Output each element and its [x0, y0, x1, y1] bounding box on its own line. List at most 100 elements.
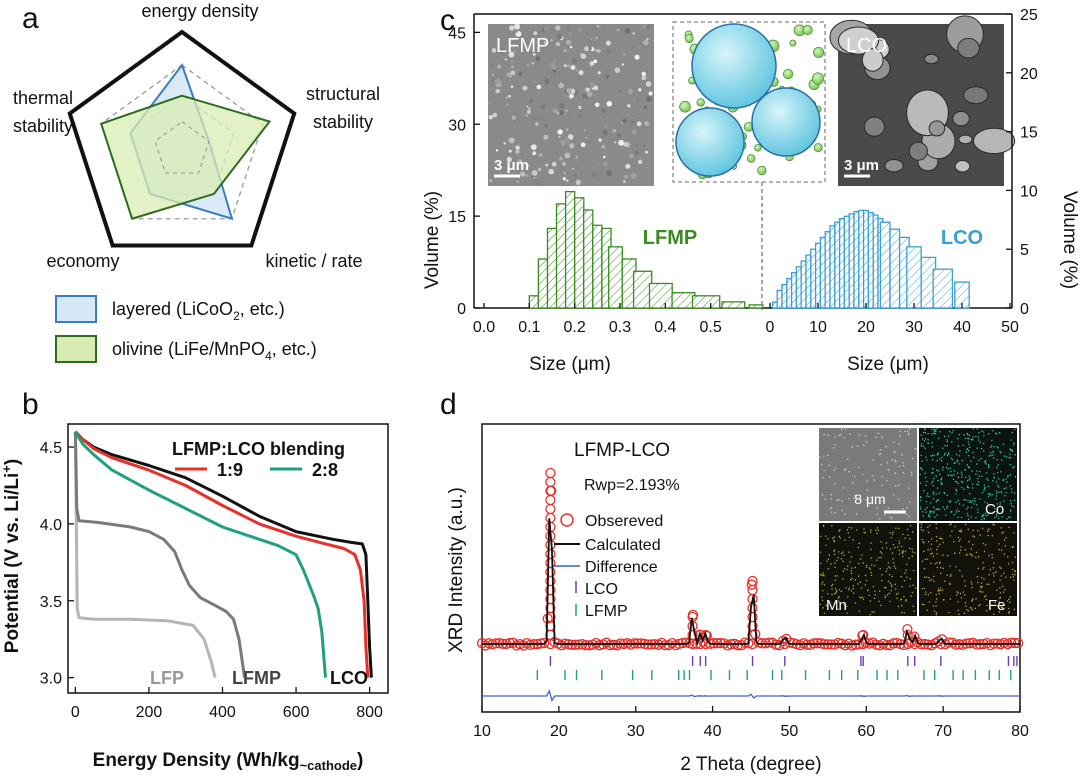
eds-fe-dot: [970, 581, 972, 583]
eds-mn-dot: [898, 553, 901, 555]
eds-mn-dot: [819, 603, 821, 606]
eds-co-dot: [1007, 475, 1009, 477]
eds-fe-dot: [986, 583, 988, 585]
eds-co-dot: [968, 466, 971, 468]
sem-lfmp-grain: [595, 36, 598, 40]
eds-co-dot: [928, 515, 930, 517]
eds-mn-dot: [876, 527, 879, 529]
eds-co-dot: [978, 439, 980, 441]
eds-mn-dot: [851, 578, 853, 580]
eds-co-dot: [984, 462, 986, 464]
eds-co-dot: [934, 429, 936, 431]
eds-mn-dot: [823, 525, 825, 527]
eds-co-dot: [964, 469, 966, 471]
sem-lfmp-grain: [530, 144, 537, 151]
eds-co-dot: [942, 469, 944, 471]
hist-right-ytick-label: 5: [1020, 242, 1029, 259]
eds-fe-dot: [1011, 546, 1013, 548]
curve-ticks: 0 200 400 600 800 3.0 3.5 4.0 4.5: [40, 440, 383, 721]
eds-mn-dot: [822, 590, 824, 592]
blend-legend-label-28: 2:8: [312, 460, 338, 480]
eds-co-dot: [920, 508, 922, 510]
eds-sem-grain: [833, 469, 835, 471]
sem-lfmp-grain: [488, 115, 493, 120]
eds-mn-dot: [825, 544, 827, 546]
eds-sem-grain: [852, 482, 854, 484]
eds-fe-dot: [922, 529, 924, 532]
eds-co-dot: [974, 500, 976, 502]
eds-mn-dot: [842, 551, 844, 553]
eds-fe-dot: [921, 560, 923, 562]
sem-lfmp-grain: [561, 161, 564, 164]
eds-co-dot: [977, 436, 979, 438]
eds-sem-grain: [908, 432, 910, 434]
eds-co-dot: [966, 448, 969, 450]
eds-fe-dot: [983, 596, 986, 598]
sem-lfmp-grain: [633, 114, 637, 118]
eds-fe-dot: [1000, 567, 1002, 569]
sem-lco-particle: [928, 120, 946, 137]
eds-sem-grain: [880, 464, 882, 466]
sem-lfmp-grain: [535, 122, 539, 126]
eds-sem-texture: [819, 428, 917, 520]
eds-co-dot: [1006, 518, 1008, 520]
eds-co-dot: [988, 433, 990, 435]
sem-lco-particle: [954, 160, 971, 173]
hist-lco-bar: [838, 217, 846, 309]
eds-fe-dot: [937, 545, 939, 548]
eds-co-dot: [952, 478, 955, 480]
eds-sem-grain: [884, 514, 886, 516]
eds-co-dot: [950, 470, 952, 473]
eds-sem-grain: [886, 480, 888, 482]
eds-co-dot: [935, 475, 937, 477]
eds-co-dot: [977, 511, 979, 514]
eds-mn-dot: [857, 546, 859, 549]
eds-mn-dot: [857, 583, 859, 585]
eds-co-dot: [1010, 449, 1012, 451]
small-sphere: [813, 143, 823, 153]
sem-lfmp-grain: [495, 149, 499, 152]
eds-co-dot: [924, 428, 926, 431]
sem-lfmp-grain: [630, 119, 636, 125]
eds-co-dot: [997, 471, 999, 474]
eds-co-dot: [937, 499, 939, 501]
eds-co-dot: [919, 482, 921, 484]
eds-fe-dot: [957, 592, 959, 594]
eds-co-dot: [963, 434, 965, 436]
eds-fe-dot: [930, 543, 933, 545]
eds-mn-dot: [847, 596, 849, 598]
sem-lfmp-grain: [606, 170, 612, 176]
sem-lfmp-grain: [492, 74, 494, 76]
eds-co-dot: [961, 473, 963, 476]
eds-mn-dot: [910, 525, 912, 527]
eds-co-dot: [933, 510, 935, 513]
sem-lco-particle: [963, 86, 989, 105]
eds-sem-grain: [875, 436, 877, 438]
eds-mn-dot: [859, 558, 862, 560]
eds-co-dot: [938, 437, 940, 440]
eds-sem-grain: [894, 459, 896, 461]
hist-left-ytick-label: 15: [448, 209, 466, 226]
eds-sem-grain: [832, 447, 835, 449]
eds-fe-dot: [989, 568, 991, 571]
eds-fe-dot: [920, 526, 922, 528]
eds-mn-dot: [889, 582, 891, 584]
xrd-xtick-label: 40: [704, 723, 722, 740]
sem-lfmp-grain: [570, 65, 576, 70]
eds-co-dot: [991, 445, 993, 447]
eds-co-dot: [966, 513, 969, 515]
eds-co-dot: [1009, 464, 1011, 466]
eds-sem-grain: [872, 459, 874, 461]
eds-co-dot: [932, 472, 934, 474]
eds-co-dot: [951, 432, 953, 434]
sem-lfmp-grain: [510, 70, 516, 76]
hist-lco-bar: [867, 212, 874, 309]
hist-lco-bar: [853, 210, 860, 309]
eds-mn-dot: [848, 551, 850, 553]
curve-ytick-label: 4.5: [40, 440, 62, 457]
eds-fe-dot: [940, 589, 942, 592]
eds-co-dot: [933, 454, 935, 457]
eds-co-dot: [972, 451, 974, 454]
eds-fe-dot: [939, 537, 942, 540]
eds-fe-dot: [976, 576, 978, 578]
